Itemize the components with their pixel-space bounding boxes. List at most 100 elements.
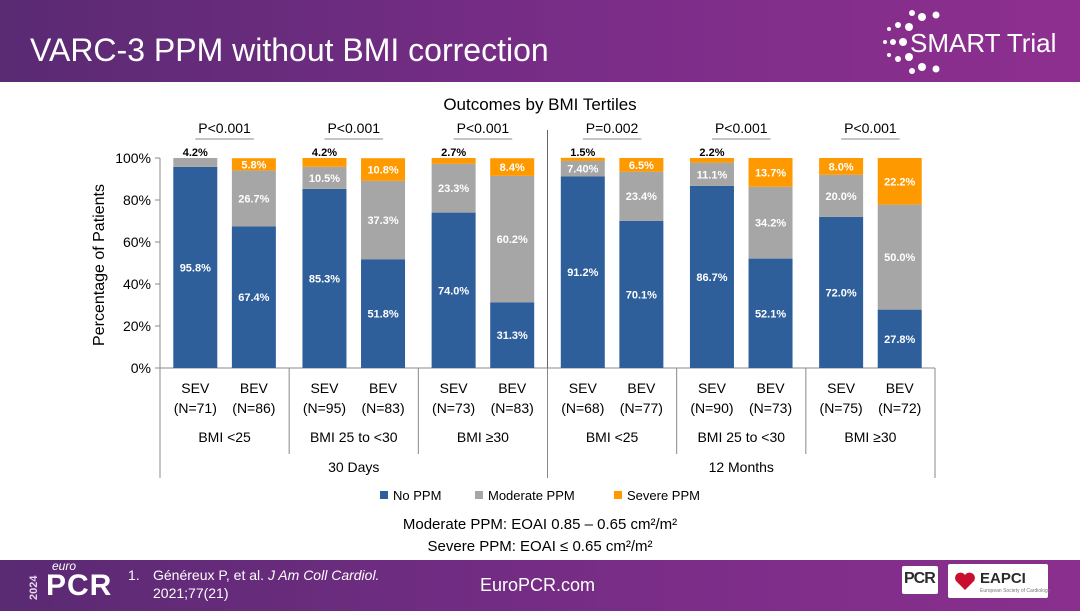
x-tick-n-label: (N=73) bbox=[749, 400, 792, 416]
bar-segment-severe bbox=[361, 158, 406, 181]
bar-segment-severe bbox=[877, 158, 922, 205]
bar-segment-none bbox=[619, 220, 664, 368]
data-label-none: 67.4% bbox=[238, 292, 269, 304]
bar-segment-moderate bbox=[819, 174, 864, 217]
reference-list: 1. Généreux P, et al. J Am Coll Cardiol. … bbox=[128, 566, 379, 602]
data-label-severe: 5.8% bbox=[241, 159, 266, 171]
data-label-moderate: 11.1% bbox=[697, 169, 728, 181]
p-value-label: P<0.001 bbox=[457, 120, 510, 136]
bar-segment-none bbox=[877, 309, 922, 368]
x-tick-label: SEV bbox=[181, 380, 210, 396]
bar-segment-none bbox=[560, 176, 605, 368]
x-tick-label: BEV bbox=[757, 380, 786, 396]
site-link[interactable]: EuroPCR.com bbox=[480, 575, 596, 595]
x-tick-label: BEV bbox=[627, 380, 656, 396]
bar-segment-moderate bbox=[431, 163, 476, 213]
bar-segment-none bbox=[819, 216, 864, 368]
bar-segment-none bbox=[490, 302, 535, 368]
legend-swatch-severe bbox=[614, 491, 622, 499]
data-label-severe: 10.8% bbox=[367, 165, 398, 177]
chart-area: Outcomes by BMI Tertiles Percentage of P… bbox=[0, 82, 1080, 560]
bar-segment-severe bbox=[819, 158, 864, 175]
bar-segment-none bbox=[173, 166, 218, 368]
x-tick-label: SEV bbox=[310, 380, 339, 396]
x-tick-n-label: (N=77) bbox=[620, 400, 663, 416]
bar-segment-severe bbox=[619, 158, 664, 172]
data-label-severe: 4.2% bbox=[312, 147, 337, 159]
data-label-severe: 4.2% bbox=[183, 147, 208, 159]
group-label: BMI <25 bbox=[198, 429, 251, 445]
europcr-logo: PCR bbox=[46, 569, 113, 602]
bar-segment-none bbox=[431, 212, 476, 368]
bar-segment-moderate bbox=[490, 175, 535, 303]
bar-segment-moderate bbox=[560, 160, 605, 177]
x-tick-label: SEV bbox=[827, 380, 856, 396]
data-label-moderate: 34.2% bbox=[755, 218, 786, 230]
y-tick-label: 80% bbox=[123, 192, 151, 208]
data-label-none: 95.8% bbox=[180, 262, 211, 274]
x-tick-label: SEV bbox=[440, 380, 469, 396]
legend-label: No PPM bbox=[393, 488, 441, 503]
data-label-none: 85.3% bbox=[309, 273, 340, 285]
bar-segment-severe bbox=[560, 157, 605, 161]
data-label-moderate: 26.7% bbox=[238, 193, 269, 205]
data-label-moderate: 23.4% bbox=[626, 191, 657, 203]
x-tick-n-label: (N=73) bbox=[432, 400, 475, 416]
data-label-severe: 22.2% bbox=[884, 176, 915, 188]
x-tick-n-label: (N=75) bbox=[820, 400, 863, 416]
p-value-label: P=0.002 bbox=[586, 120, 639, 136]
data-label-none: 27.8% bbox=[884, 334, 915, 346]
bar-segment-severe bbox=[431, 158, 476, 164]
reference-line-2: 2021;77(21) bbox=[153, 585, 229, 601]
bar-segment-severe bbox=[231, 158, 276, 171]
data-label-moderate: 23.3% bbox=[438, 183, 469, 195]
legend-label: Moderate PPM bbox=[488, 488, 575, 503]
x-tick-label: SEV bbox=[698, 380, 727, 396]
stacked-bar-chart: Outcomes by BMI Tertiles Percentage of P… bbox=[91, 95, 936, 555]
x-tick-n-label: (N=86) bbox=[232, 400, 275, 416]
data-label-moderate: 50.0% bbox=[884, 252, 915, 264]
footer-bar bbox=[0, 560, 1080, 611]
x-tick-label: BEV bbox=[369, 380, 398, 396]
group-label: BMI 25 to <30 bbox=[310, 429, 398, 445]
pcr-badge: PCR bbox=[902, 566, 938, 594]
group-label: BMI 25 to <30 bbox=[697, 429, 785, 445]
y-axis-label: Percentage of Patients bbox=[91, 184, 108, 346]
x-tick-label: BEV bbox=[240, 380, 269, 396]
bar-segment-moderate bbox=[619, 171, 664, 221]
data-label-severe: 2.7% bbox=[441, 147, 466, 159]
data-label-none: 74.0% bbox=[438, 285, 469, 297]
legend-swatch-none bbox=[380, 491, 388, 499]
data-label-severe: 8.0% bbox=[829, 161, 854, 173]
group-label: BMI ≥30 bbox=[844, 429, 896, 445]
x-tick-n-label: (N=90) bbox=[690, 400, 733, 416]
data-label-moderate: 20.0% bbox=[826, 191, 857, 203]
slide-title: VARC-3 PPM without BMI correction bbox=[30, 32, 549, 68]
y-tick-label: 60% bbox=[123, 234, 151, 250]
group-label: BMI <25 bbox=[586, 429, 639, 445]
data-label-none: 51.8% bbox=[367, 309, 398, 321]
legend-swatch-moderate bbox=[475, 491, 483, 499]
data-label-none: 31.3% bbox=[497, 330, 528, 342]
p-value-label: P<0.001 bbox=[715, 120, 768, 136]
x-tick-n-label: (N=68) bbox=[561, 400, 604, 416]
bar-segment-severe bbox=[748, 158, 793, 187]
note-severe: Severe PPM: EOAI ≤ 0.65 cm²/m² bbox=[428, 538, 653, 555]
y-tick-label: 0% bbox=[131, 360, 151, 376]
data-label-none: 91.2% bbox=[567, 267, 598, 279]
x-tick-label: SEV bbox=[569, 380, 598, 396]
bar-segment-moderate bbox=[302, 166, 347, 189]
chart-title: Outcomes by BMI Tertiles bbox=[443, 95, 636, 114]
data-label-none: 86.7% bbox=[696, 272, 727, 284]
heart-icon bbox=[955, 572, 975, 590]
x-tick-n-label: (N=71) bbox=[174, 400, 217, 416]
year-label: 2024 bbox=[28, 575, 40, 600]
bar-segment-none bbox=[302, 188, 347, 368]
bar-segment-severe bbox=[689, 158, 734, 163]
note-moderate: Moderate PPM: EOAI 0.85 – 0.65 cm²/m² bbox=[403, 516, 677, 533]
bar-segment-none bbox=[361, 259, 406, 368]
data-label-moderate: 10.5% bbox=[309, 173, 340, 185]
data-label-none: 72.0% bbox=[826, 287, 857, 299]
logo-euro-text: euro bbox=[52, 559, 77, 573]
data-label-severe: 1.5% bbox=[570, 147, 595, 159]
